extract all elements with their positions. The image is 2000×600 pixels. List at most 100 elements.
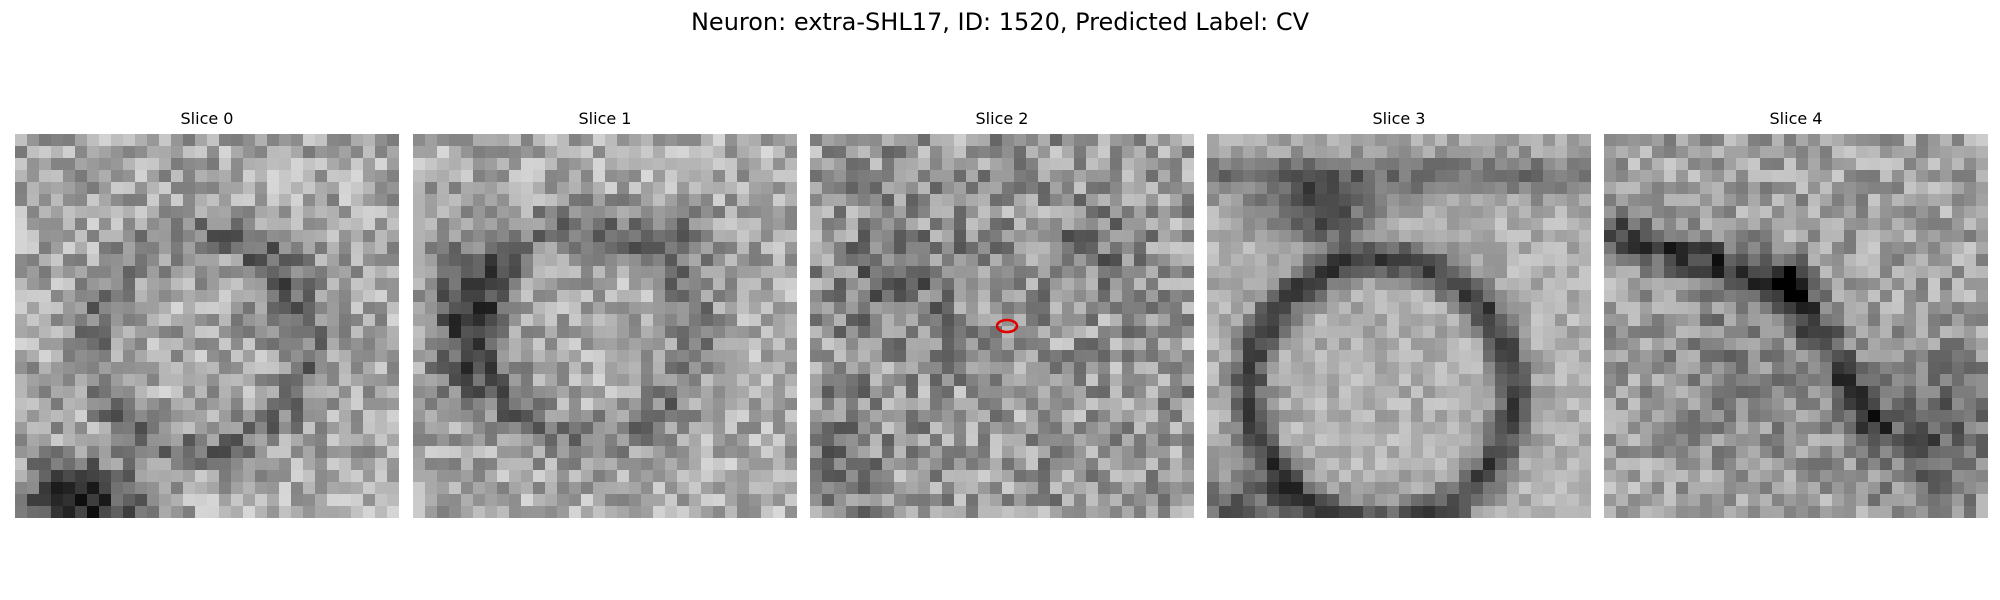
pixel bbox=[1616, 194, 1629, 207]
pixel bbox=[773, 194, 786, 207]
pixel bbox=[1327, 146, 1340, 159]
pixel bbox=[569, 242, 582, 255]
pixel bbox=[749, 374, 762, 387]
pixel bbox=[701, 470, 714, 483]
pixel bbox=[509, 350, 522, 363]
pixel bbox=[413, 254, 426, 267]
pixel bbox=[509, 446, 522, 459]
pixel bbox=[147, 386, 160, 399]
pixel bbox=[1531, 146, 1544, 159]
pixel bbox=[437, 242, 450, 255]
pixel bbox=[1146, 386, 1159, 399]
pixel bbox=[1676, 362, 1689, 375]
pixel bbox=[1146, 158, 1159, 171]
pixel bbox=[617, 422, 630, 435]
pixel bbox=[351, 494, 364, 507]
pixel bbox=[713, 134, 726, 147]
pixel bbox=[1170, 422, 1183, 435]
pixel bbox=[1303, 398, 1316, 411]
pixel bbox=[1796, 374, 1809, 387]
pixel bbox=[1688, 170, 1701, 183]
pixel bbox=[1375, 326, 1388, 339]
pixel bbox=[1146, 230, 1159, 243]
pixel bbox=[1483, 158, 1496, 171]
pixel bbox=[749, 230, 762, 243]
pixel bbox=[1567, 218, 1580, 231]
pixel bbox=[785, 362, 797, 375]
pixel bbox=[894, 146, 907, 159]
pixel bbox=[99, 470, 112, 483]
pixel bbox=[1640, 458, 1653, 471]
pixel bbox=[1303, 374, 1316, 387]
pixel bbox=[1459, 218, 1472, 231]
pixel bbox=[581, 170, 594, 183]
pixel bbox=[1604, 398, 1617, 411]
pixel bbox=[677, 278, 690, 291]
pixel bbox=[978, 278, 991, 291]
pixel bbox=[1676, 302, 1689, 315]
pixel bbox=[822, 410, 835, 423]
pixel bbox=[617, 362, 630, 375]
pixel bbox=[1459, 302, 1472, 315]
pixel bbox=[1579, 134, 1591, 147]
pixel bbox=[473, 146, 486, 159]
pixel bbox=[1832, 254, 1845, 267]
pixel bbox=[1219, 374, 1232, 387]
pixel bbox=[509, 278, 522, 291]
pixel bbox=[1760, 386, 1773, 399]
pixel bbox=[1387, 242, 1400, 255]
pixel bbox=[1327, 482, 1340, 495]
pixel bbox=[363, 482, 376, 495]
pixel bbox=[1399, 290, 1412, 303]
pixel bbox=[99, 482, 112, 495]
pixel bbox=[1002, 182, 1015, 195]
pixel bbox=[533, 326, 546, 339]
pixel bbox=[1724, 146, 1737, 159]
pixel bbox=[183, 278, 196, 291]
pixel bbox=[858, 374, 871, 387]
pixel bbox=[677, 374, 690, 387]
pixel bbox=[1255, 470, 1268, 483]
pixel bbox=[1856, 422, 1869, 435]
pixel bbox=[243, 242, 256, 255]
pixel bbox=[605, 362, 618, 375]
pixel bbox=[1375, 278, 1388, 291]
pixel bbox=[978, 506, 991, 518]
pixel bbox=[1604, 350, 1617, 363]
pixel bbox=[1676, 290, 1689, 303]
pixel bbox=[473, 338, 486, 351]
pixel bbox=[413, 242, 426, 255]
pixel bbox=[545, 218, 558, 231]
pixel bbox=[159, 302, 172, 315]
pixel bbox=[351, 254, 364, 267]
pixel bbox=[1916, 170, 1929, 183]
pixel bbox=[15, 470, 28, 483]
slice-image bbox=[810, 134, 1194, 518]
pixel bbox=[1375, 482, 1388, 495]
pixel bbox=[1399, 350, 1412, 363]
pixel bbox=[605, 386, 618, 399]
pixel bbox=[1676, 146, 1689, 159]
pixel bbox=[737, 506, 750, 518]
pixel bbox=[846, 434, 859, 447]
pixel bbox=[425, 482, 438, 495]
pixel bbox=[1026, 206, 1039, 219]
pixel bbox=[99, 134, 112, 147]
pixel bbox=[581, 470, 594, 483]
pixel bbox=[533, 194, 546, 207]
pixel bbox=[689, 422, 702, 435]
pixel bbox=[375, 302, 388, 315]
pixel bbox=[1567, 158, 1580, 171]
pixel bbox=[725, 290, 738, 303]
pixel bbox=[497, 326, 510, 339]
pixel bbox=[51, 158, 64, 171]
pixel bbox=[1820, 266, 1833, 279]
pixel bbox=[1724, 374, 1737, 387]
pixel bbox=[1712, 446, 1725, 459]
pixel bbox=[1892, 374, 1905, 387]
pixel bbox=[1255, 506, 1268, 518]
pixel bbox=[1279, 362, 1292, 375]
pixel bbox=[617, 398, 630, 411]
pixel bbox=[291, 422, 304, 435]
pixel bbox=[846, 278, 859, 291]
